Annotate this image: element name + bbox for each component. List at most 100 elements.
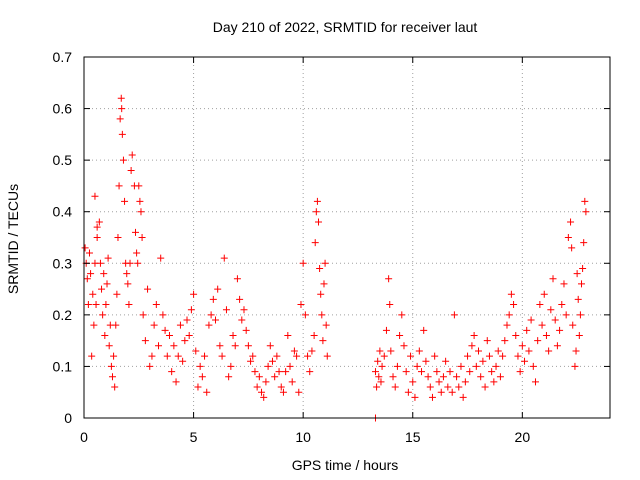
data-point — [271, 373, 279, 381]
data-point — [93, 234, 101, 241]
data-point — [373, 383, 381, 391]
data-point — [501, 337, 509, 345]
data-point — [194, 383, 202, 391]
data-point — [321, 259, 329, 267]
data-point — [168, 368, 176, 376]
data-point — [525, 347, 533, 355]
data-point — [424, 373, 432, 381]
data-point — [558, 301, 566, 309]
data-point — [316, 264, 324, 272]
data-point — [114, 234, 122, 241]
x-axis-label: GPS time / hours — [292, 457, 399, 473]
data-point — [313, 197, 321, 205]
data-point — [141, 337, 149, 345]
data-point — [268, 357, 276, 365]
data-point — [459, 393, 467, 401]
data-point — [92, 301, 100, 309]
y-tick-label: 0.3 — [53, 255, 73, 271]
data-point — [112, 321, 120, 329]
data-point — [523, 326, 531, 334]
data-point — [371, 368, 379, 376]
data-point — [479, 357, 487, 365]
data-point — [433, 368, 441, 376]
data-point — [472, 362, 480, 370]
data-point — [203, 388, 211, 396]
data-point — [521, 357, 529, 365]
data-point — [179, 357, 187, 365]
data-point — [118, 105, 126, 113]
data-point — [418, 368, 426, 376]
data-point — [377, 378, 385, 386]
data-point — [288, 378, 296, 386]
data-point — [475, 347, 482, 355]
data-point — [119, 156, 127, 164]
data-point — [159, 311, 167, 319]
data-point — [581, 197, 589, 205]
data-point — [444, 383, 452, 391]
data-point — [126, 259, 134, 267]
data-point — [174, 352, 182, 360]
data-point — [527, 316, 535, 324]
y-tick-label: 0.2 — [53, 307, 73, 323]
data-point — [435, 378, 443, 386]
data-point — [262, 378, 270, 386]
data-point — [238, 316, 246, 324]
data-point — [157, 254, 165, 262]
axes: 0 0.1 0.2 0.3 0.4 0.5 0.6 0.7 0 5 10 15 20 — [53, 49, 610, 445]
data-point — [409, 378, 417, 386]
data-point — [512, 331, 520, 339]
data-point — [260, 393, 268, 401]
data-point — [192, 347, 200, 355]
data-point — [266, 342, 274, 350]
data-point — [118, 130, 126, 138]
data-point — [102, 301, 110, 309]
data-point — [306, 368, 314, 376]
data-point — [136, 197, 144, 205]
data-point — [83, 275, 91, 283]
data-point — [374, 357, 382, 365]
data-point — [531, 378, 539, 386]
data-point — [375, 373, 383, 381]
data-point — [376, 347, 384, 355]
data-point — [448, 388, 456, 396]
data-point — [138, 234, 146, 241]
data-point — [99, 311, 107, 319]
data-point — [323, 352, 331, 360]
data-point — [466, 368, 474, 376]
data-point — [461, 378, 469, 386]
data-point — [315, 218, 323, 226]
data-point — [127, 166, 135, 174]
data-point — [568, 244, 576, 252]
data-point — [233, 275, 241, 283]
data-point — [293, 352, 301, 360]
data-point — [150, 321, 158, 329]
data-point — [569, 321, 577, 329]
data-point — [181, 337, 189, 345]
data-point — [389, 373, 397, 381]
data-point — [536, 301, 544, 309]
data-point — [534, 337, 542, 345]
data-point — [107, 362, 115, 370]
data-point — [240, 306, 248, 314]
data-point — [415, 347, 423, 355]
data-point — [123, 270, 131, 278]
data-point — [121, 197, 129, 205]
data-point — [201, 352, 209, 360]
data-point — [227, 362, 235, 370]
data-point — [104, 254, 112, 262]
data-point — [98, 285, 106, 293]
data-point — [81, 244, 89, 252]
x-tick-label: 0 — [80, 429, 88, 445]
data-point — [165, 331, 173, 339]
y-tick-label: 0.5 — [53, 152, 73, 168]
data-point — [545, 347, 553, 355]
data-point — [393, 362, 401, 370]
data-point — [135, 182, 143, 190]
data-point — [507, 290, 515, 298]
data-point — [556, 326, 564, 334]
x-tick-label: 5 — [190, 429, 198, 445]
data-point — [464, 352, 472, 360]
data-point — [549, 275, 557, 283]
data-point — [133, 249, 141, 257]
